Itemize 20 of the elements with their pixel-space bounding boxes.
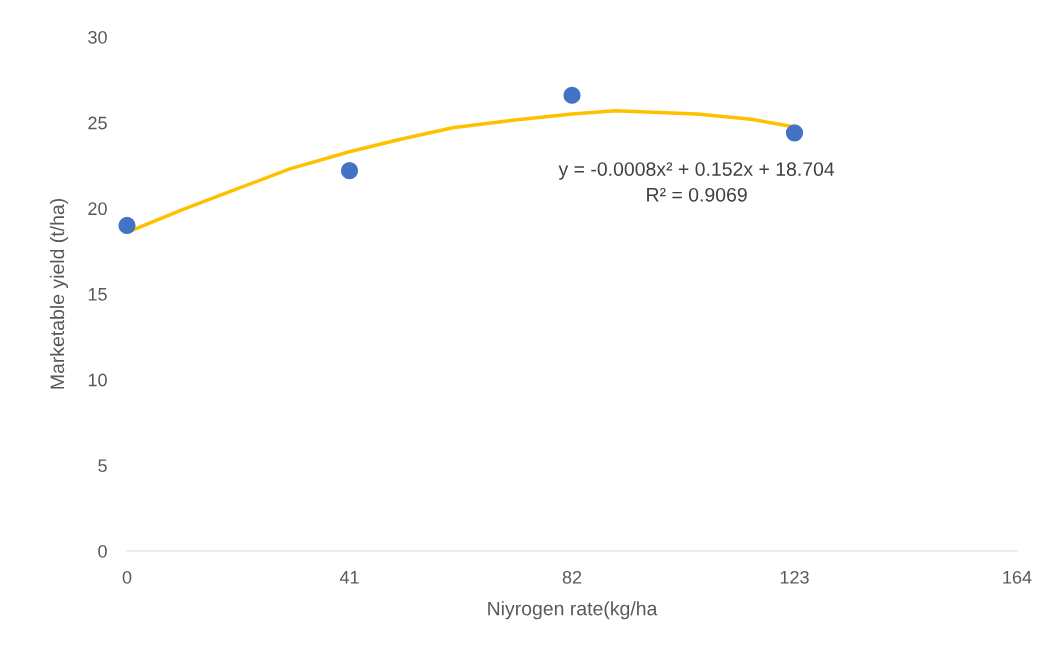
y-tick-label: 25 (88, 116, 107, 130)
point (340, 162, 359, 180)
point (118, 216, 136, 235)
x-tick-label: 0 (122, 570, 132, 584)
annotation: R² = 0.9069 (647, 187, 747, 202)
x-tick-label: 41 (339, 571, 359, 584)
y-tick-label: 10 (88, 373, 107, 387)
point (563, 86, 581, 104)
y-axis-title: Marketable yield (t/ha) (49, 199, 69, 389)
x-tick-label: 164 (1003, 570, 1032, 584)
y-tick-label: 15 (88, 288, 107, 301)
point (785, 124, 804, 142)
x-tick-label: 123 (780, 570, 809, 584)
y-tick-label: 30 (88, 30, 107, 44)
x-axis-title: Niyrogen rate(kg/ha (488, 601, 658, 620)
y-tick-label: 5 (98, 459, 107, 473)
annotation: y = -0.0008x² + 0.152x + 18.704 (558, 162, 835, 180)
x-tick-label: 82 (562, 570, 582, 584)
y-tick-label: 20 (88, 202, 107, 216)
y-tick-label: 0 (98, 544, 107, 558)
